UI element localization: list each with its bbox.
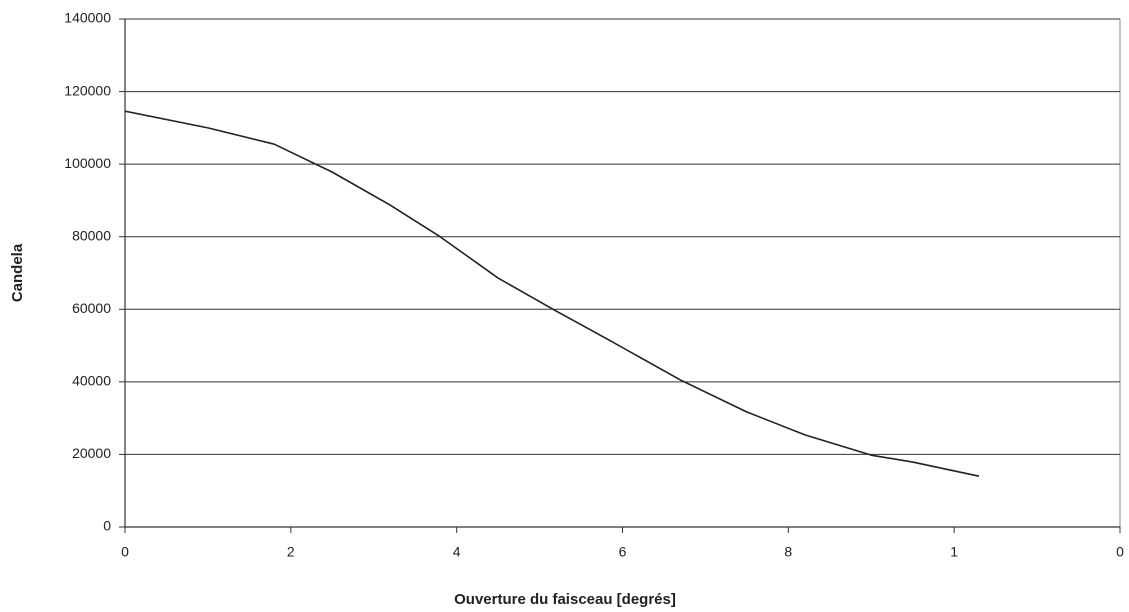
y-tick-label: 60000 bbox=[72, 300, 111, 316]
y-tick-label: 20000 bbox=[72, 445, 111, 461]
y-axis-title: Candela bbox=[9, 243, 26, 302]
x-tick-label: 6 bbox=[619, 544, 627, 560]
x-tick-label: 0 bbox=[121, 544, 129, 560]
x-tick-label: 4 bbox=[453, 544, 461, 560]
x-axis-title: Ouverture du faisceau [degrés] bbox=[454, 591, 676, 608]
x-tick-label: 1 bbox=[950, 544, 958, 560]
y-tick-label: 40000 bbox=[72, 373, 111, 389]
x-tick-label: 8 bbox=[784, 544, 792, 560]
y-tick-label: 0 bbox=[103, 518, 111, 534]
data-line bbox=[124, 110, 980, 477]
y-tick-label: 120000 bbox=[64, 82, 111, 98]
y-tick-label: 80000 bbox=[72, 227, 111, 243]
x-tick-label: 0 bbox=[1116, 544, 1124, 560]
y-tick-label: 100000 bbox=[64, 155, 111, 171]
x-tick-label: 2 bbox=[287, 544, 295, 560]
y-tick-label: 140000 bbox=[64, 10, 111, 26]
